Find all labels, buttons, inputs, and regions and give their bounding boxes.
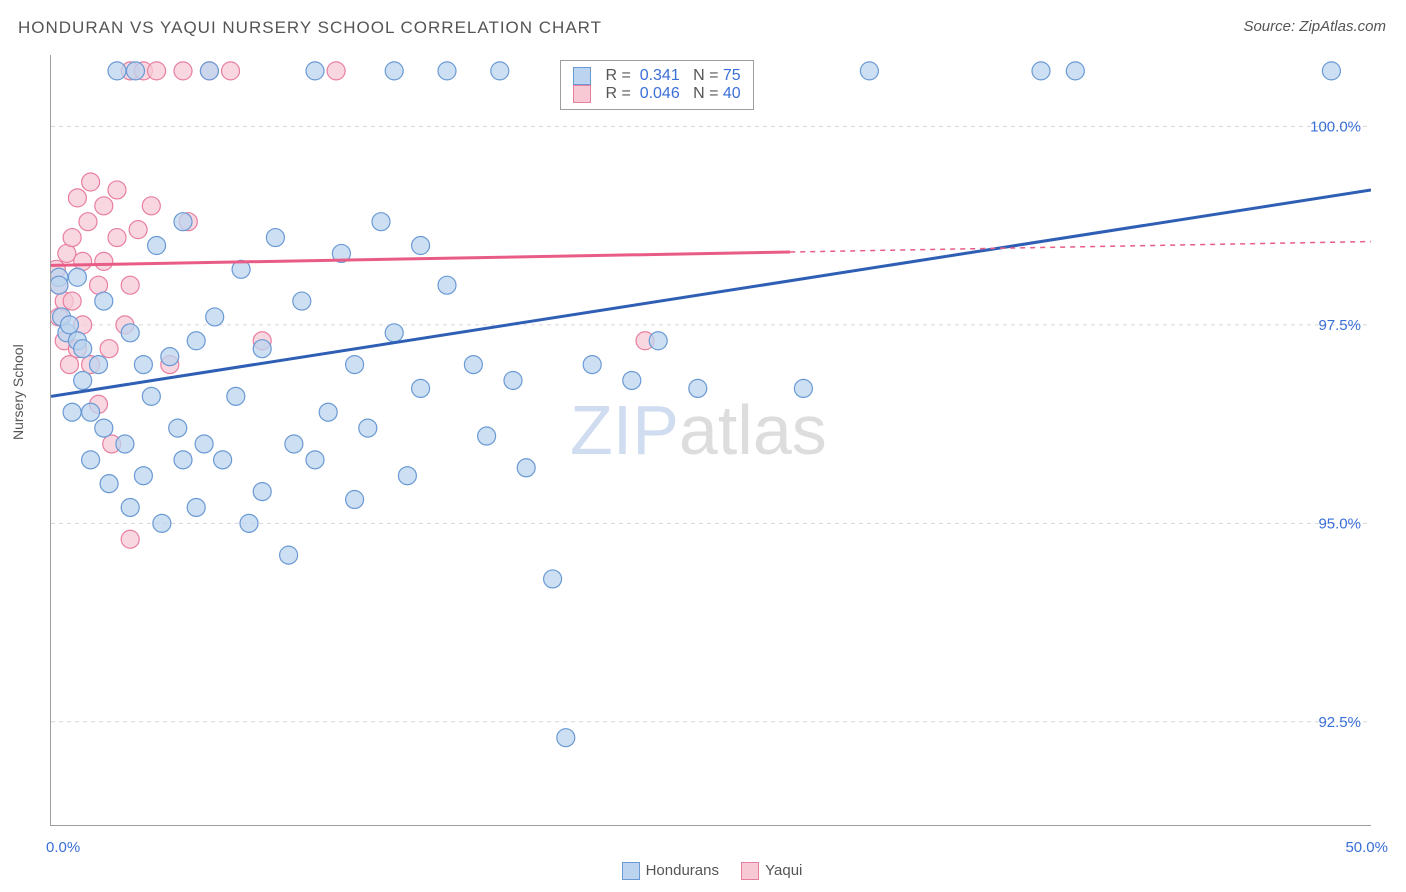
x-tick-min: 0.0%	[46, 839, 80, 856]
n-yaqui: 40	[723, 85, 741, 102]
r-yaqui: 0.046	[640, 85, 680, 102]
x-tick-max: 50.0%	[1345, 839, 1388, 856]
swatch-hondurans	[573, 67, 591, 85]
legend-bottom: Hondurans Yaqui	[0, 862, 1406, 880]
svg-text:100.0%: 100.0%	[1310, 118, 1361, 135]
n-hondurans: 75	[723, 67, 741, 84]
source-attribution: Source: ZipAtlas.com	[1243, 18, 1386, 35]
svg-text:92.5%: 92.5%	[1318, 714, 1361, 731]
stat-row-yaqui: R = 0.046 N = 40	[573, 85, 741, 103]
stat-row-hondurans: R = 0.341 N = 75	[573, 67, 741, 85]
legend-label-hondurans: Hondurans	[646, 862, 719, 879]
r-hondurans: 0.341	[640, 67, 680, 84]
chart-container: { "title":"HONDURAN VS YAQUI NURSERY SCH…	[0, 0, 1406, 892]
scatter-plot: 92.5% 95.0% 97.5% 100.0%	[50, 55, 1371, 826]
legend-swatch-yaqui	[741, 862, 759, 880]
chart-title: HONDURAN VS YAQUI NURSERY SCHOOL CORRELA…	[18, 18, 602, 38]
swatch-yaqui	[573, 85, 591, 103]
legend-label-yaqui: Yaqui	[765, 862, 802, 879]
svg-text:97.5%: 97.5%	[1318, 317, 1361, 334]
legend-swatch-hondurans	[622, 862, 640, 880]
y-axis-label: Nursery School	[10, 344, 26, 440]
svg-text:95.0%: 95.0%	[1318, 515, 1361, 532]
correlation-legend: R = 0.341 N = 75 R = 0.046 N = 40	[560, 60, 754, 110]
